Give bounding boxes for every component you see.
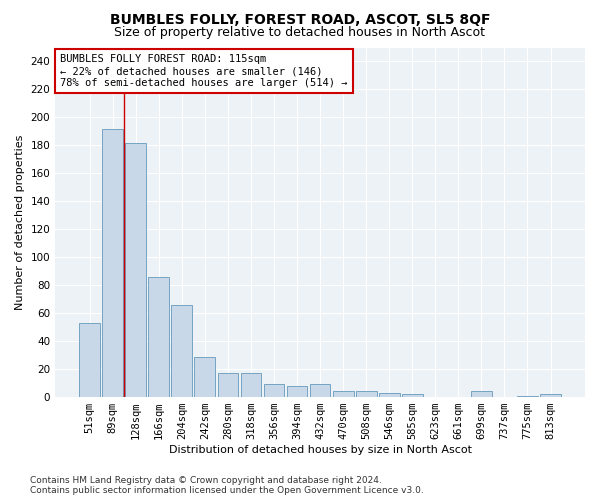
Bar — [218, 374, 238, 397]
Text: Size of property relative to detached houses in North Ascot: Size of property relative to detached ho… — [115, 26, 485, 39]
Bar — [379, 393, 400, 397]
Text: Contains HM Land Registry data © Crown copyright and database right 2024.
Contai: Contains HM Land Registry data © Crown c… — [30, 476, 424, 495]
Bar — [287, 386, 307, 397]
Text: BUMBLES FOLLY, FOREST ROAD, ASCOT, SL5 8QF: BUMBLES FOLLY, FOREST ROAD, ASCOT, SL5 8… — [110, 12, 490, 26]
Bar — [194, 356, 215, 397]
Y-axis label: Number of detached properties: Number of detached properties — [15, 134, 25, 310]
Bar — [148, 277, 169, 397]
Bar — [402, 394, 422, 397]
Bar — [356, 392, 377, 397]
Bar — [172, 305, 192, 397]
Bar — [263, 384, 284, 397]
Bar — [540, 394, 561, 397]
Text: BUMBLES FOLLY FOREST ROAD: 115sqm
← 22% of detached houses are smaller (146)
78%: BUMBLES FOLLY FOREST ROAD: 115sqm ← 22% … — [61, 54, 348, 88]
X-axis label: Distribution of detached houses by size in North Ascot: Distribution of detached houses by size … — [169, 445, 472, 455]
Bar — [102, 128, 123, 397]
Bar — [471, 392, 492, 397]
Bar — [125, 142, 146, 397]
Bar — [517, 396, 538, 397]
Bar — [333, 392, 353, 397]
Bar — [310, 384, 331, 397]
Bar — [241, 374, 262, 397]
Bar — [79, 323, 100, 397]
